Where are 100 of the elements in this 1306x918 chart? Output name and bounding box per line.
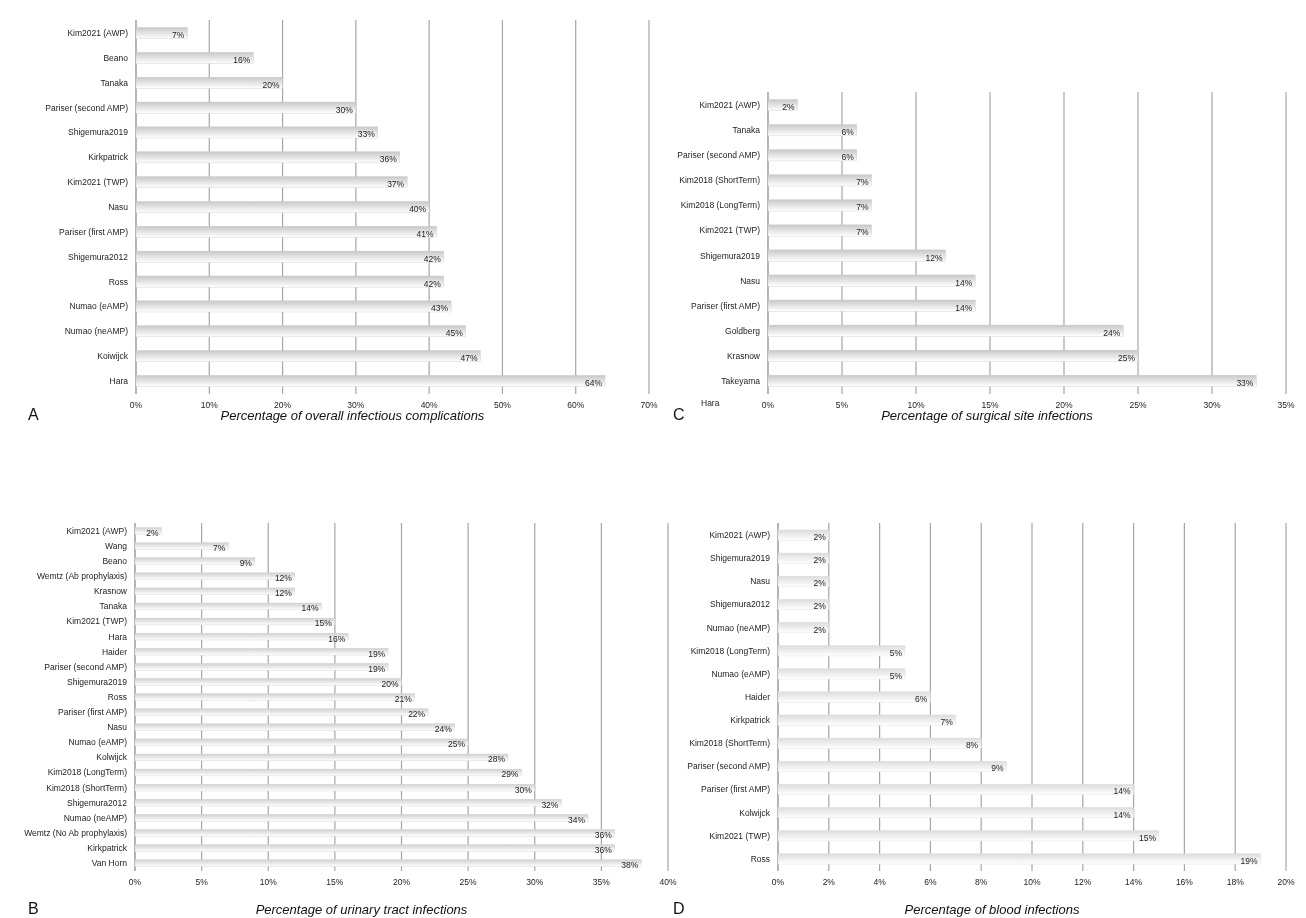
bar bbox=[767, 324, 1124, 337]
y-tick-label: Kim2021 (AWP) bbox=[709, 530, 771, 541]
y-tick-label: Numao (neAMP) bbox=[64, 326, 129, 337]
data-label: 36% bbox=[379, 154, 398, 165]
bar bbox=[135, 375, 606, 387]
x-tick-label: 4% bbox=[873, 877, 887, 887]
data-label: 6% bbox=[841, 152, 855, 163]
x-tick-label: 70% bbox=[640, 400, 658, 410]
data-label: 28% bbox=[488, 754, 506, 765]
data-label: 19% bbox=[368, 648, 386, 659]
data-label: 7% bbox=[856, 177, 870, 188]
bar bbox=[777, 599, 829, 610]
data-label: 42% bbox=[423, 253, 442, 264]
bar bbox=[767, 375, 1257, 387]
data-label: 7% bbox=[172, 30, 185, 41]
text: B bbox=[28, 900, 39, 917]
text: D bbox=[673, 900, 685, 917]
x-tick-label: 5% bbox=[195, 877, 209, 887]
y-tick-label: Kim2021 (AWP) bbox=[699, 100, 761, 111]
data-label: 12% bbox=[274, 588, 293, 599]
data-label: 40% bbox=[409, 203, 427, 214]
data-label: 37% bbox=[387, 179, 405, 190]
data-label: 41% bbox=[416, 228, 434, 239]
data-label: 14% bbox=[955, 277, 973, 288]
x-tick-label: 14% bbox=[1125, 877, 1143, 887]
data-label: 2% bbox=[782, 102, 796, 113]
x-tick-label: 12% bbox=[1074, 877, 1092, 887]
data-label: 21% bbox=[394, 693, 413, 704]
bar bbox=[767, 249, 946, 262]
data-label: 2% bbox=[813, 532, 827, 543]
y-tick-label: Pariser (second AMP) bbox=[44, 661, 128, 672]
bar bbox=[777, 691, 931, 703]
x-tick-label: 2% bbox=[822, 877, 836, 887]
x-axis-title: Percentage of blood infections bbox=[904, 902, 1080, 917]
y-tick-label: Goldberg bbox=[725, 325, 761, 336]
bar bbox=[134, 587, 296, 595]
data-label: 7% bbox=[940, 717, 954, 728]
x-tick-label: 10% bbox=[259, 877, 278, 887]
y-tick-label: Ross bbox=[108, 276, 128, 287]
y-tick-label: Shigemura2012 bbox=[709, 599, 771, 610]
x-tick-label: 30% bbox=[1203, 400, 1221, 410]
y-tick-label: Krasnow bbox=[726, 350, 761, 361]
bar bbox=[134, 633, 349, 641]
x-tick-label: 25% bbox=[1129, 400, 1147, 410]
y-tick-label: Kim2021 (TWP) bbox=[66, 616, 128, 627]
text: A bbox=[28, 406, 39, 423]
bar bbox=[134, 768, 522, 777]
y-tick-label: Nasu bbox=[108, 201, 129, 212]
bar bbox=[135, 350, 481, 362]
y-tick-label: Kolwijck bbox=[96, 752, 128, 763]
y-tick-label: Beano bbox=[103, 52, 129, 63]
y-tick-label: Ross bbox=[107, 691, 127, 702]
data-label: 64% bbox=[585, 377, 603, 388]
x-tick-label: 0% bbox=[761, 400, 775, 410]
x-tick-label: 20% bbox=[274, 400, 292, 410]
data-label: 25% bbox=[448, 739, 466, 750]
bar bbox=[134, 783, 535, 792]
data-label: 2% bbox=[813, 555, 827, 566]
y-tick-label: Takeyama bbox=[721, 375, 761, 386]
y-tick-label: Numao (neAMP) bbox=[63, 812, 128, 823]
bar bbox=[135, 27, 188, 39]
bar bbox=[777, 668, 906, 680]
data-label: 30% bbox=[514, 784, 533, 795]
bar bbox=[767, 149, 857, 162]
y-tick-label: Kim2021 (AWP) bbox=[67, 28, 129, 39]
y-tick-label: Haider bbox=[101, 646, 128, 657]
x-tick-label: 35% bbox=[592, 877, 611, 887]
bar bbox=[777, 552, 829, 564]
bar bbox=[134, 829, 615, 837]
bar bbox=[777, 575, 829, 587]
y-tick-label: Pariser (first AMP) bbox=[701, 784, 771, 795]
x-axis-title: Percentage of surgical site infections bbox=[881, 408, 1094, 423]
y-tick-label: Numao (eAMP) bbox=[69, 301, 129, 312]
bar bbox=[135, 176, 408, 188]
bar bbox=[767, 299, 976, 312]
y-tick-label: Numao (eAMP) bbox=[711, 668, 771, 679]
bar bbox=[135, 52, 254, 64]
y-tick-label: Shigemura2019 bbox=[66, 676, 128, 687]
x-tick-label: 50% bbox=[493, 400, 512, 410]
x-tick-label: 60% bbox=[567, 400, 585, 410]
data-label: 7% bbox=[212, 543, 226, 553]
bar bbox=[777, 622, 829, 634]
y-tick-label: Pariser (second AMP) bbox=[45, 102, 129, 113]
data-label: 43% bbox=[431, 303, 449, 314]
x-tick-label: 8% bbox=[975, 877, 988, 887]
x-tick-label: 20% bbox=[392, 877, 411, 887]
bar bbox=[134, 753, 509, 761]
data-label: 36% bbox=[594, 844, 613, 855]
bar bbox=[777, 784, 1134, 795]
x-tick-label: 20% bbox=[1055, 400, 1073, 410]
data-label: 33% bbox=[1236, 377, 1254, 388]
y-tick-label: Kim2021 (TWP) bbox=[67, 177, 129, 188]
bar bbox=[777, 529, 829, 541]
y-tick-label: Kirkpatrick bbox=[88, 152, 129, 163]
bar bbox=[767, 124, 857, 137]
y-tick-label: Kim2018 (LongTerm) bbox=[690, 645, 771, 656]
y-tick-label: Nasu bbox=[750, 576, 771, 587]
bar bbox=[135, 201, 430, 213]
y-tick-label: Pariser (second AMP) bbox=[677, 150, 761, 161]
bar bbox=[135, 275, 444, 288]
